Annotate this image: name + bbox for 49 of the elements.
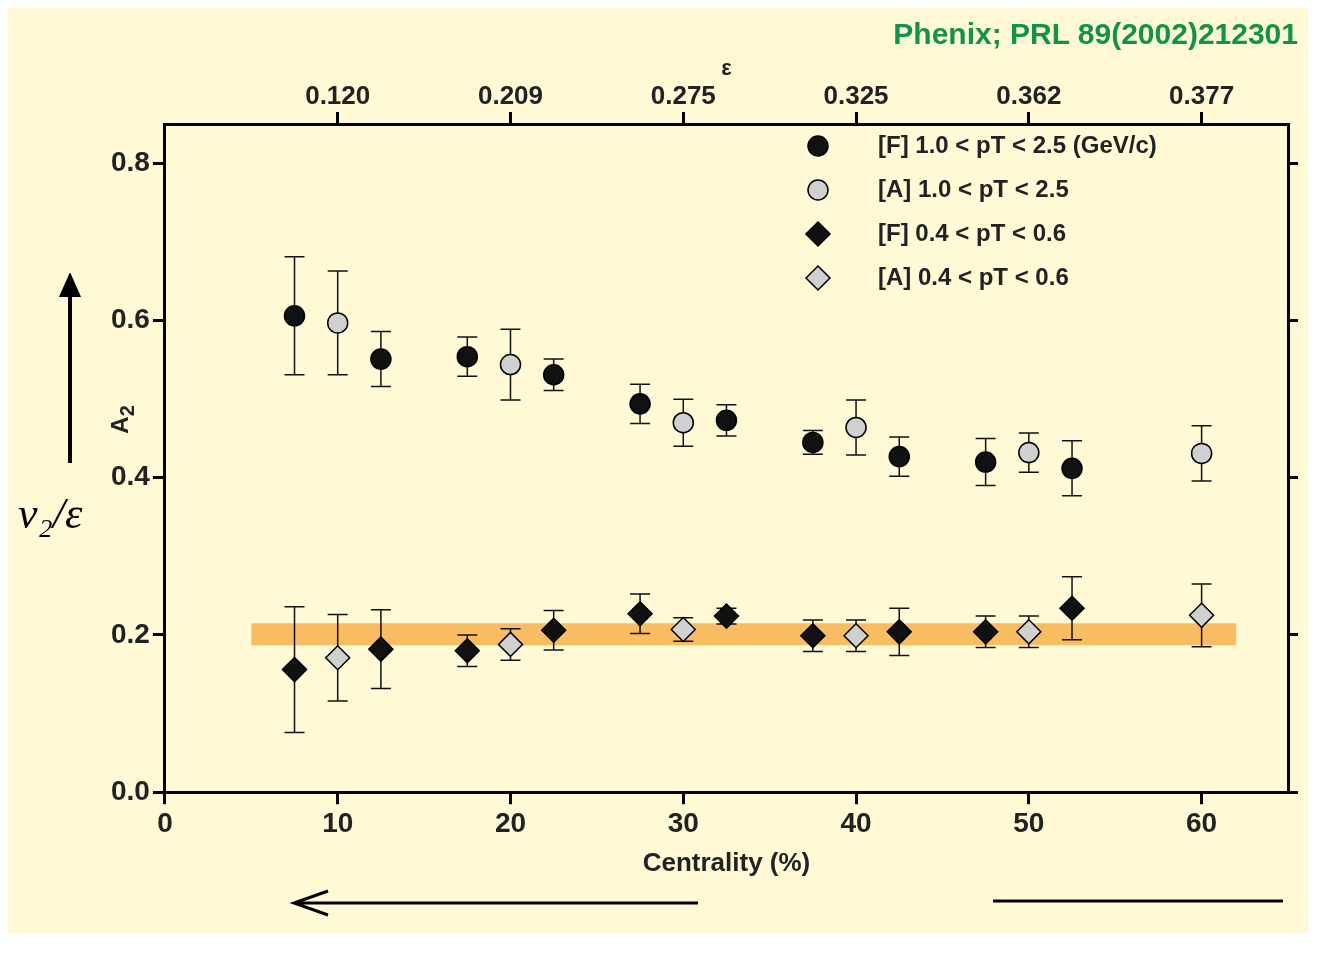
chart-title: Phenix; PRL 89(2002)212301 [893, 17, 1298, 51]
point [368, 636, 394, 662]
y-tick-label: 0.8 [110, 146, 150, 178]
point [499, 353, 522, 376]
point [845, 416, 867, 439]
annotation: 0.209 [477, 80, 544, 111]
x-tick-label: 30 [667, 806, 699, 838]
point [370, 348, 392, 370]
x-tick-label: 20 [494, 806, 527, 838]
y-tick-label: 0.0 [110, 774, 150, 806]
point [542, 364, 565, 386]
x-tick-label: 0 [157, 806, 173, 838]
point [281, 656, 308, 683]
y-tick-label: 0.6 [110, 303, 150, 335]
annotation: 0.120 [305, 80, 371, 111]
text: ε [721, 55, 733, 81]
legend-label: [F] 0.4 < pT < 0.6 [878, 218, 1067, 246]
legend-label: [F] 1.0 < pT < 2.5 (GeV/c) [878, 130, 1157, 158]
x-tick-label: 10 [322, 806, 354, 838]
point [627, 601, 653, 627]
point [974, 451, 997, 473]
legend-label: [A] 0.4 < pT < 0.6 [878, 262, 1069, 290]
point [1190, 442, 1213, 465]
x-axis-title: Centrality (%) [642, 846, 811, 877]
y-tick-label: 0.2 [110, 617, 150, 649]
point [1061, 457, 1083, 480]
x-tick-label: 50 [1013, 806, 1045, 838]
point [629, 393, 651, 415]
point [324, 645, 351, 671]
point [886, 619, 912, 645]
point [540, 617, 567, 644]
point [1188, 602, 1215, 629]
point [888, 445, 910, 468]
point [456, 345, 479, 368]
point [326, 312, 349, 334]
annotation: 0.325 [823, 80, 889, 111]
annotation: 0.362 [996, 80, 1062, 111]
point [1018, 441, 1040, 464]
point [672, 411, 695, 434]
annotation: 0.377 [1169, 80, 1235, 111]
x-tick-label: 60 [1186, 806, 1218, 838]
point [715, 409, 738, 432]
legend-label: [A] 1.0 < pT < 2.5 [878, 174, 1069, 202]
point [1059, 595, 1085, 621]
text: v₂/ε [18, 488, 83, 539]
x-tick-label: 40 [840, 806, 872, 838]
annotation: 0.275 [650, 80, 716, 111]
y-tick-label: 0.4 [110, 460, 151, 492]
point [283, 305, 306, 327]
